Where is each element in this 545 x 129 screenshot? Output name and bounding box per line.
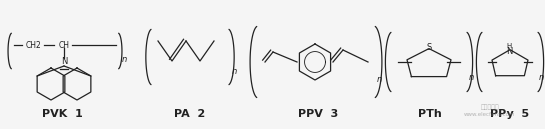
Text: S: S — [426, 43, 432, 52]
Text: CH2: CH2 — [26, 41, 42, 50]
Text: PPy  5: PPy 5 — [490, 109, 530, 119]
Text: n: n — [539, 72, 544, 82]
Text: n: n — [122, 54, 127, 63]
Text: PA  2: PA 2 — [174, 109, 205, 119]
Text: PTh: PTh — [418, 109, 442, 119]
Text: PVK  1: PVK 1 — [41, 109, 82, 119]
Text: 电脑爱好者: 电脑爱好者 — [481, 104, 499, 110]
Text: n: n — [232, 67, 237, 75]
Text: N: N — [61, 58, 67, 67]
Text: n: n — [469, 72, 474, 82]
Text: n: n — [377, 75, 382, 84]
Text: www.elecfans.com: www.elecfans.com — [464, 112, 516, 117]
Text: CH: CH — [58, 41, 70, 50]
Text: N: N — [506, 47, 512, 56]
Text: H: H — [506, 43, 512, 49]
Text: PPV  3: PPV 3 — [298, 109, 338, 119]
